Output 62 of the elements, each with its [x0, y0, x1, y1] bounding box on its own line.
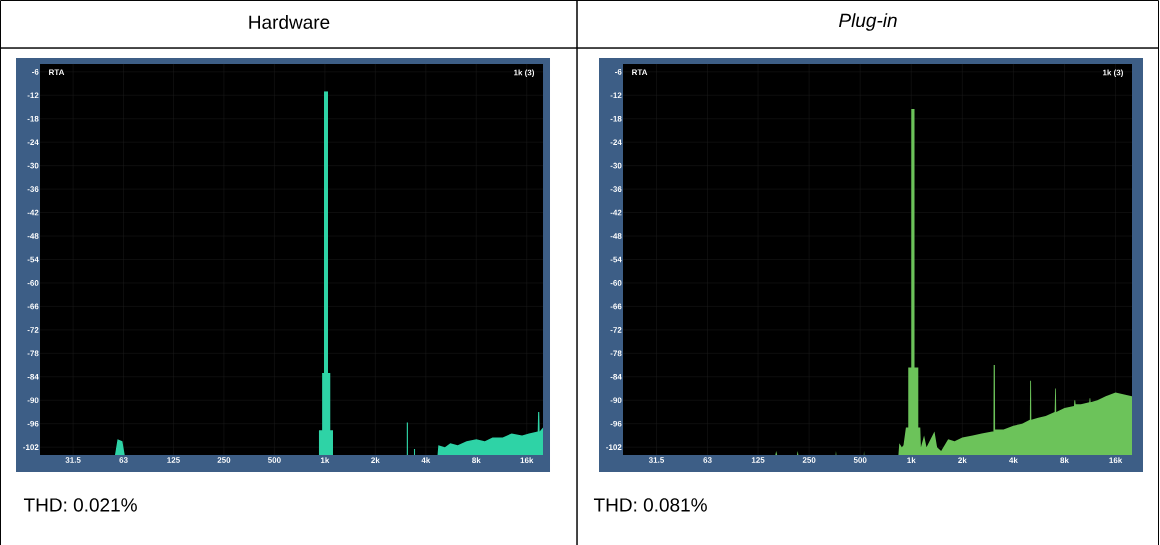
y-tick-label: -102 — [606, 444, 622, 450]
x-tick-label: 63 — [703, 457, 712, 463]
x-tick-label: 4k — [1009, 457, 1018, 463]
y-tick-label: -42 — [610, 209, 622, 216]
y-tick-label: -30 — [610, 162, 622, 169]
y-tick-label: -48 — [610, 233, 622, 239]
x-tick-label: 16k — [520, 457, 534, 464]
y-tick-label: -18 — [610, 115, 622, 122]
y-tick-label: -66 — [610, 303, 622, 310]
y-tick-label: -84 — [27, 373, 39, 380]
y-tick-label: -84 — [610, 373, 622, 380]
x-tick-label: 31.5 — [648, 457, 665, 463]
y-tick-label: -72 — [27, 327, 39, 333]
x-tick-label: 16k — [1109, 457, 1123, 464]
x-tick-label: 8k — [1060, 457, 1069, 464]
y-tick-label: -96 — [610, 420, 622, 427]
y-tick-label: -18 — [27, 115, 39, 122]
x-tick-label: 2k — [371, 457, 380, 463]
y-tick-label: -60 — [27, 280, 39, 286]
x-tick-label: 500 — [853, 457, 867, 463]
y-tick-label: -72 — [610, 327, 622, 333]
chart-title: Plug-in — [839, 13, 897, 31]
y-tick-label: -36 — [610, 186, 622, 192]
x-tick-label: 2k — [958, 457, 967, 463]
x-tick-label: 4k — [421, 457, 431, 463]
x-tick-label: 125 — [751, 457, 765, 463]
y-tick-label: -12 — [27, 92, 39, 99]
annotation: RTA — [632, 69, 648, 75]
x-tick-label: 63 — [119, 457, 128, 463]
y-tick-label: -90 — [27, 397, 39, 404]
y-tick-label: -96 — [27, 420, 39, 427]
y-tick-label: -6 — [615, 68, 622, 75]
text: THD: 0.021% — [23, 498, 137, 512]
text: THD: 0.081% — [593, 498, 707, 512]
x-tick-label: 250 — [217, 457, 231, 463]
x-tick-label: 125 — [167, 457, 180, 463]
y-tick-label: -6 — [32, 68, 39, 75]
y-tick-label: -30 — [27, 162, 39, 169]
y-tick-label: -42 — [27, 209, 39, 216]
x-tick-label: 1k — [907, 457, 916, 463]
y-tick-label: -24 — [610, 139, 622, 145]
y-tick-label: -36 — [27, 186, 39, 192]
y-tick-label: -48 — [27, 233, 39, 239]
y-tick-label: -54 — [610, 256, 622, 263]
y-tick-label: -78 — [610, 350, 622, 357]
x-tick-label: 250 — [802, 457, 816, 463]
annotation: 1k (3) — [1102, 69, 1123, 77]
y-tick-label: -102 — [23, 444, 39, 450]
y-tick-label: -54 — [27, 256, 39, 263]
y-tick-label: -90 — [610, 397, 622, 404]
y-tick-label: -66 — [27, 303, 39, 310]
y-tick-label: -78 — [27, 350, 39, 357]
x-tick-label: 31.5 — [65, 457, 81, 463]
x-tick-label: 1k — [320, 457, 330, 463]
y-tick-label: -60 — [610, 280, 622, 286]
y-tick-label: -24 — [27, 139, 39, 145]
x-tick-label: 8k — [472, 457, 481, 464]
annotation: RTA — [49, 69, 65, 75]
y-tick-label: -12 — [610, 92, 622, 99]
annotation: 1k (3) — [514, 69, 535, 77]
chart-title: Hardware — [249, 15, 330, 29]
x-tick-label: 500 — [267, 457, 281, 463]
